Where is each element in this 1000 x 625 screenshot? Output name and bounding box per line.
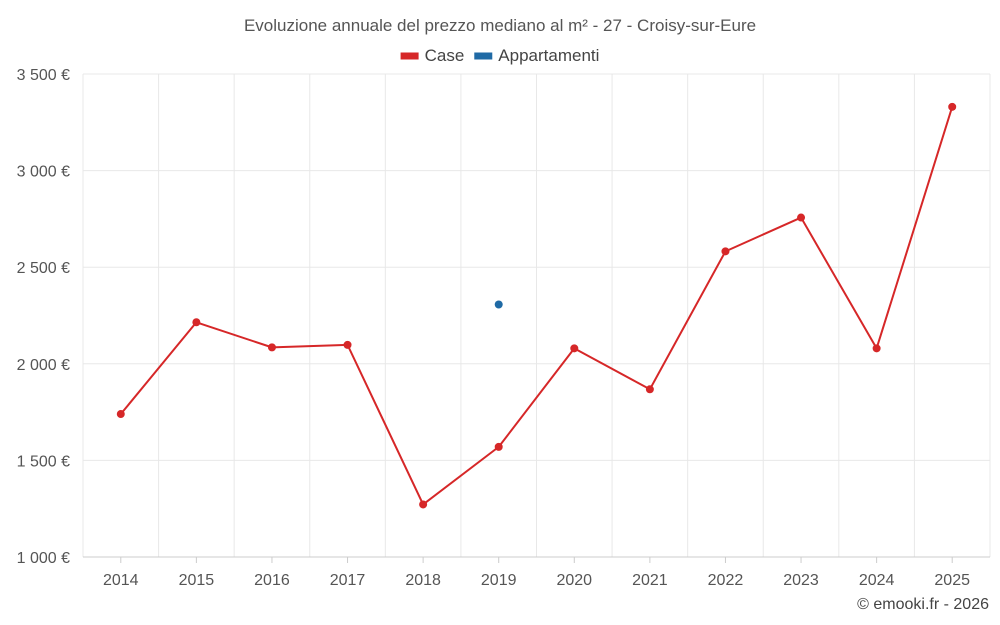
x-tick-label: 2022 [708,572,744,589]
legend-item-appartamenti[interactable]: Appartamenti [474,46,599,65]
x-tick-label: 2019 [481,572,517,589]
y-tick-label: 2 000 € [17,357,70,374]
legend-swatch [400,52,419,60]
x-tick-label: 2015 [179,572,215,589]
data-point-case-2016[interactable] [267,343,276,352]
x-tick-label: 2016 [254,572,290,589]
data-point-case-2021[interactable] [645,385,654,394]
legend-item-case[interactable]: Case [400,46,465,65]
legend: Case Appartamenti [400,46,599,65]
data-point-case-2024[interactable] [872,344,881,353]
data-point-case-2014[interactable] [116,410,125,419]
x-tick-label: 2017 [330,572,366,589]
y-tick-label: 1 500 € [17,453,70,470]
x-tick-label: 2025 [934,572,970,589]
x-tick-label: 2024 [859,572,895,589]
x-tick-label: 2018 [405,572,441,589]
data-point-case-2023[interactable] [797,213,806,222]
data-point-case-2015[interactable] [192,318,201,327]
y-tick-label: 3 500 € [17,67,70,84]
data-point-case-2019[interactable] [494,442,503,451]
y-tick-label: 2 500 € [17,260,70,277]
series-line-case [120,106,954,506]
data-point-case-2020[interactable] [570,344,579,353]
x-tick-label: 2014 [103,572,139,589]
data-point-case-2018[interactable] [419,500,428,509]
series-appartamenti [494,300,503,309]
grid [82,73,991,558]
series-layer [116,102,957,509]
data-point-case-2017[interactable] [343,340,352,349]
x-axis: 2014 2015 2016 2017 2018 2019 2020 2021 2022 2023… [83,556,990,589]
x-tick-label: 2023 [783,572,819,589]
credit-text: © emooki.fr - 2026 [857,596,989,613]
y-tick-label: 1 000 € [17,550,70,567]
y-tick-label: 3 000 € [17,164,70,181]
x-tick-label: 2021 [632,572,668,589]
series-case [116,102,957,509]
legend-label: Appartamenti [498,46,599,65]
chart-title: Evoluzione annuale del prezzo mediano al… [244,16,756,35]
data-point-case-2025[interactable] [948,102,957,111]
data-point-appartamenti-2019[interactable] [494,300,503,309]
y-axis: 1 000 € 1 500 € 2 000 € 2 500 € 3 000 € 3 500… [17,67,70,567]
legend-label: Case [425,46,465,65]
x-tick-label: 2020 [556,572,592,589]
legend-swatch [474,52,493,60]
data-point-case-2022[interactable] [721,247,730,256]
